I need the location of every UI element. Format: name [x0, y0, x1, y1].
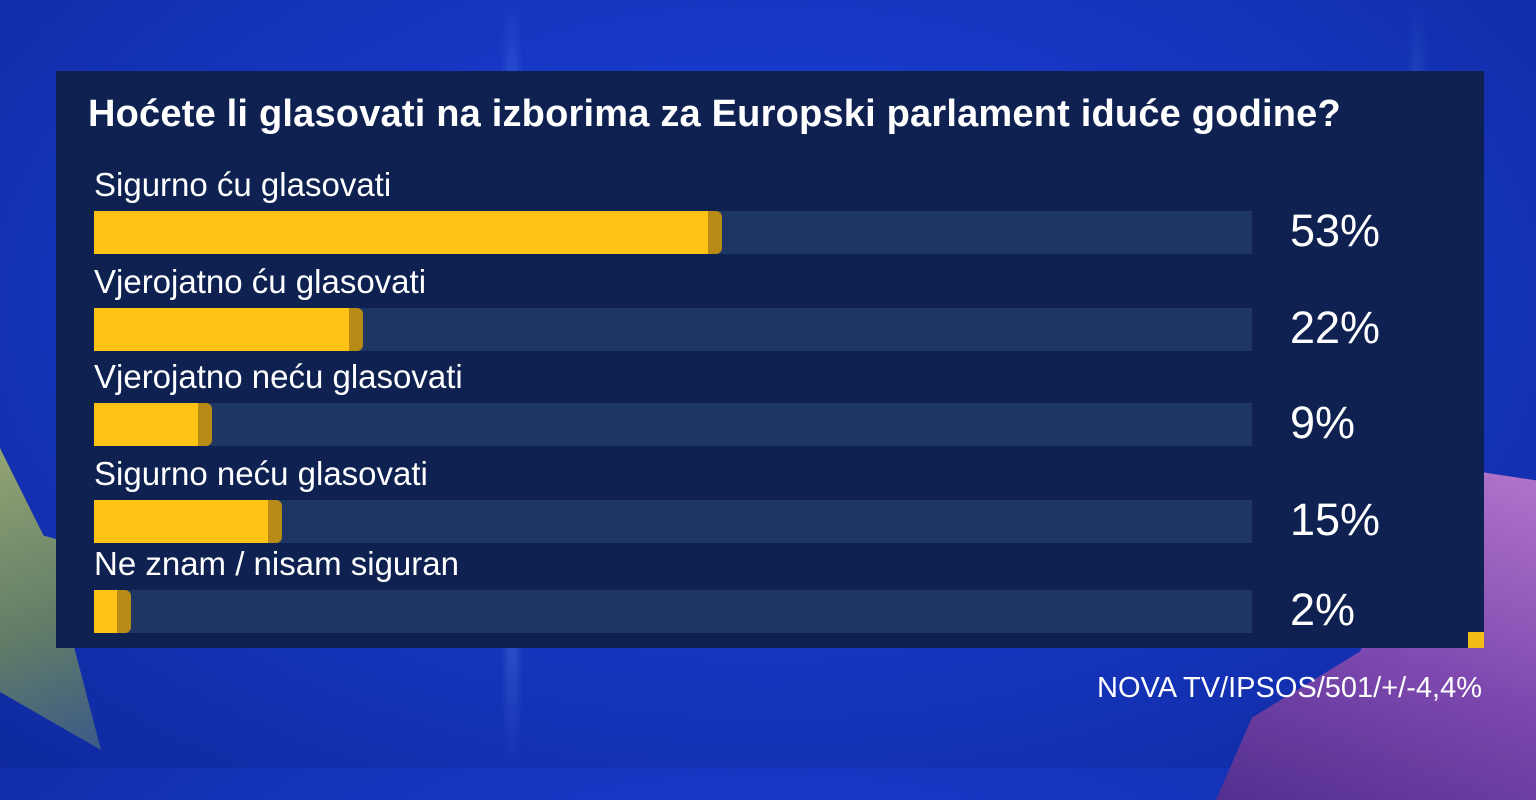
bar-fill — [94, 590, 131, 633]
poll-source: NOVA TV/IPSOS/501/+/-4,4% — [1097, 672, 1482, 704]
bar-fill — [94, 308, 363, 351]
bar-row: Vjerojatno neću glasovati 9% — [94, 358, 1454, 464]
bar-fill — [94, 211, 722, 254]
value-label: 53% — [1290, 205, 1381, 256]
bar-track — [94, 403, 1252, 446]
value-label: 15% — [1290, 494, 1381, 545]
category-label: Sigurno neću glasovati — [94, 455, 428, 492]
category-label: Ne znam / nisam siguran — [94, 545, 459, 582]
bar-track — [94, 590, 1252, 633]
poll-panel: Hoćete li glasovati na izborima za Europ… — [56, 71, 1484, 648]
chart-title: Hoćete li glasovati na izborima za Europ… — [88, 93, 1341, 135]
category-label: Sigurno ću glasovati — [94, 166, 392, 203]
category-label: Vjerojatno neću glasovati — [94, 358, 463, 395]
bar-row: Vjerojatno ću glasovati 22% — [94, 263, 1454, 369]
value-label: 22% — [1290, 302, 1381, 353]
category-label: Vjerojatno ću glasovati — [94, 263, 427, 300]
bar-track — [94, 500, 1252, 543]
corner-accent — [1468, 632, 1484, 648]
value-label: 2% — [1290, 584, 1356, 635]
bar-row: Sigurno ću glasovati 53% — [94, 166, 1454, 272]
bar-fill — [94, 500, 282, 543]
bar-row: Sigurno neću glasovati 15% — [94, 455, 1454, 561]
bar-fill — [94, 403, 212, 446]
value-label: 9% — [1290, 397, 1356, 448]
bar-row: Ne znam / nisam siguran 2% — [94, 545, 1454, 651]
bar-track — [94, 308, 1252, 351]
bar-track — [94, 211, 1252, 254]
